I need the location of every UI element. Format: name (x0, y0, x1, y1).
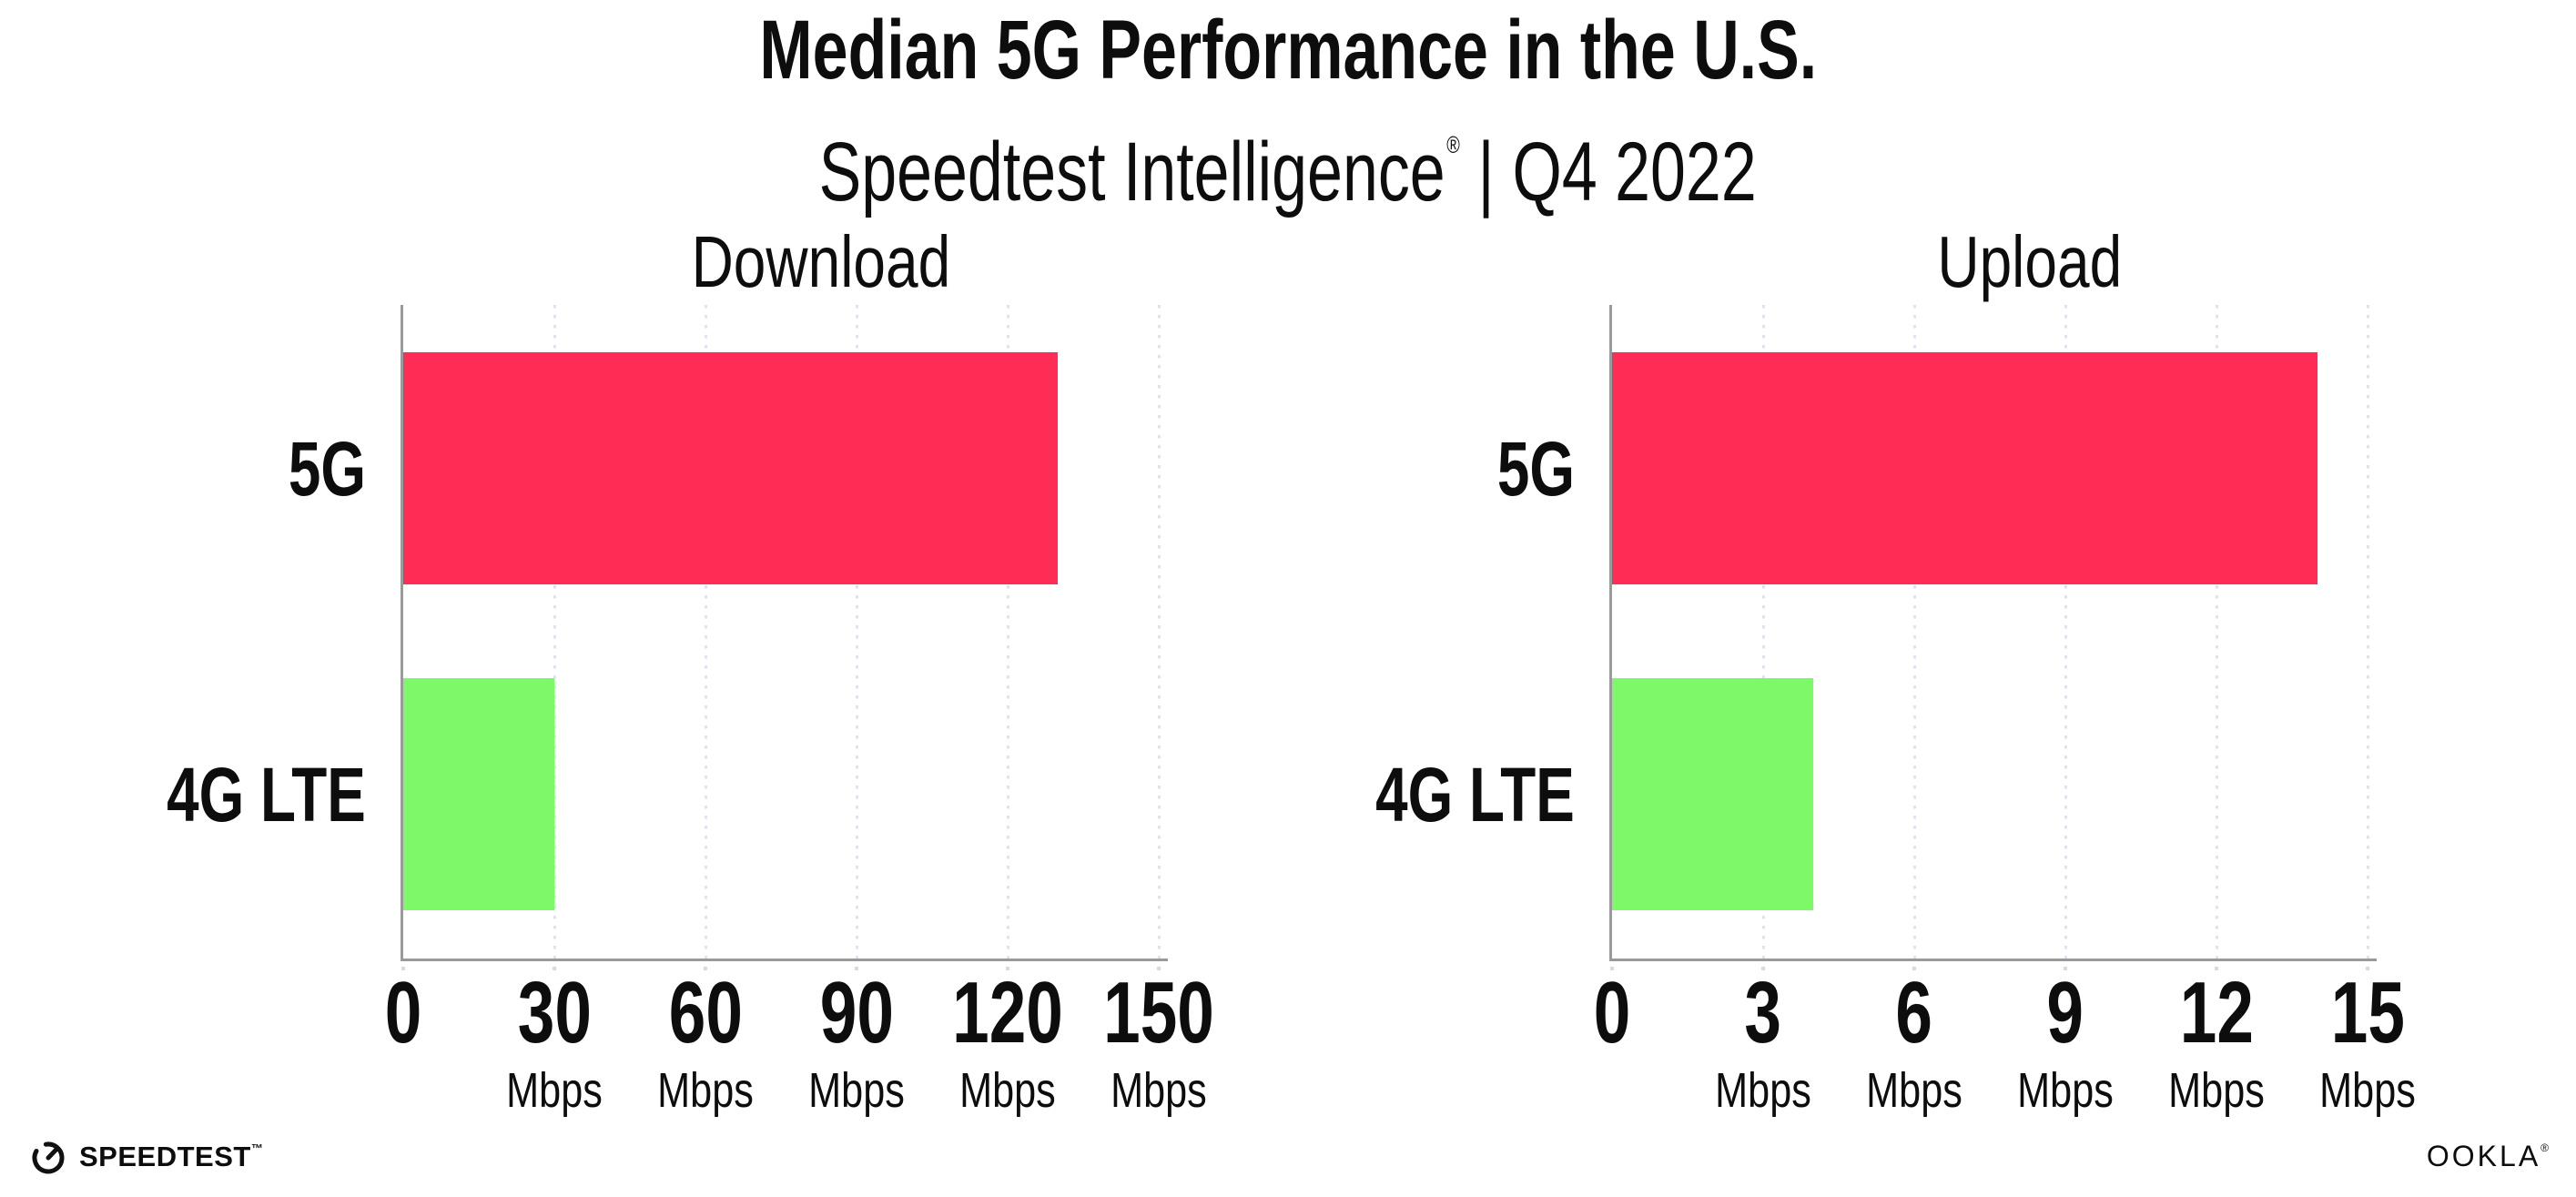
x-tick-label: 12 Mbps (2156, 964, 2277, 1119)
page-title: Median 5G Performance in the U.S. (0, 4, 2576, 96)
category-label-5g: 5G (288, 425, 366, 512)
bar-4g-lte (403, 678, 554, 910)
category-label-4g-lte: 4G LTE (167, 751, 366, 837)
page-subtitle: Speedtest Intelligence® | Q4 2022 (0, 98, 2576, 218)
download-plot-area: 5G 4G LTE (167, 305, 1168, 970)
x-tick-unit: Mbps (506, 1063, 603, 1118)
x-tick-unit: Mbps (959, 1063, 1056, 1118)
gridline (1912, 305, 1916, 959)
x-tick-unit: Mbps (2168, 1063, 2265, 1118)
download-x-axis: 0 30 Mbps 60 Mbps 90 Mbps 120 Mbps 150 Mbps (385, 964, 1214, 1152)
x-tick-label: 60 Mbps (645, 964, 766, 1119)
x-tick-value: 3 (1744, 964, 1782, 1061)
x-tick-value: 0 (384, 964, 422, 1061)
subtitle-brand: Speedtest Intelligence (818, 126, 1446, 218)
gridline (2215, 305, 2218, 959)
bar-4g-lte (1612, 678, 1814, 910)
x-tick-value: 9 (2046, 964, 2084, 1061)
x-tick-label: 6 Mbps (1854, 964, 1974, 1119)
gridline (1157, 305, 1161, 959)
category-label-4g-lte: 4G LTE (1375, 751, 1575, 837)
registered-mark-icon: ® (2541, 1141, 2549, 1154)
gridline (2366, 305, 2369, 959)
x-tick-label: 0 (1587, 964, 1636, 1061)
category-label-5g: 5G (1496, 425, 1575, 512)
x-tick-value: 0 (1593, 964, 1631, 1061)
tick-mark (1157, 967, 1161, 970)
download-chart: Download 5G 4G LTE 0 30 Mbps 60 Mbps 90 Mbps 120… (167, 223, 1214, 1161)
speedtest-wordmark: SPEEDTEST™ (79, 1141, 264, 1172)
gridline (855, 305, 858, 959)
x-tick-value: 120 (952, 964, 1063, 1061)
x-tick-unit: Mbps (2319, 1063, 2416, 1118)
tick-mark (1610, 967, 1614, 970)
x-tick-unit: Mbps (2017, 1063, 2114, 1118)
tick-mark (401, 967, 405, 970)
upload-chart: Upload 5G 4G LTE 0 3 Mbps 6 Mbps 9 Mbps 12 Mbps 15… (1375, 223, 2416, 1161)
chart-title-download: Download (691, 221, 950, 302)
bar-5g (403, 352, 1059, 584)
tick-mark (2215, 967, 2218, 970)
x-tick-label: 90 Mbps (796, 964, 917, 1119)
x-tick-label: 9 Mbps (2005, 964, 2125, 1119)
x-tick-label: 15 Mbps (2307, 964, 2428, 1119)
x-tick-label: 150 Mbps (1086, 964, 1232, 1119)
ookla-logo: OOKLA® (2427, 1140, 2549, 1173)
subtitle-period: Q4 2022 (1512, 126, 1758, 218)
tick-mark (1912, 967, 1916, 970)
gridline (1006, 305, 1009, 959)
trademark-icon: ™ (250, 1141, 264, 1155)
gridline (553, 305, 556, 959)
gridline (1761, 305, 1765, 959)
x-tick-value: 6 (1895, 964, 1933, 1061)
gridline (704, 305, 707, 959)
x-tick-label: 120 Mbps (935, 964, 1080, 1119)
speedtest-logo: SPEEDTEST™ (27, 1136, 263, 1178)
bar-5g (1612, 352, 2317, 584)
tick-mark (855, 967, 858, 970)
x-tick-value: 12 (2179, 964, 2254, 1061)
registered-mark-icon: ® (1446, 131, 1461, 158)
page-title-text: Median 5G Performance in the U.S. (759, 4, 1817, 96)
tick-mark (2366, 967, 2369, 970)
x-tick-value: 60 (668, 964, 743, 1061)
tick-mark (553, 967, 556, 970)
tick-mark (1006, 967, 1009, 970)
x-tick-unit: Mbps (657, 1063, 754, 1118)
chart-title-upload: Upload (1937, 221, 2122, 302)
x-tick-value: 15 (2330, 964, 2405, 1061)
tick-mark (2064, 967, 2067, 970)
speedtest-gauge-icon (32, 1141, 65, 1174)
x-tick-label: 30 Mbps (494, 964, 614, 1119)
x-tick-value: 90 (819, 964, 894, 1061)
x-tick-label: 3 Mbps (1703, 964, 1823, 1119)
subtitle-separator: | (1477, 126, 1496, 218)
gridline (2064, 305, 2067, 959)
ookla-wordmark: OOKLA (2426, 1140, 2541, 1172)
x-tick-value: 150 (1103, 964, 1214, 1061)
upload-x-axis: 0 3 Mbps 6 Mbps 9 Mbps 12 Mbps 15 Mbps (1594, 964, 2416, 1152)
tick-mark (704, 967, 707, 970)
x-tick-unit: Mbps (1111, 1063, 1207, 1118)
x-tick-label: 0 (379, 964, 427, 1061)
x-tick-value: 30 (517, 964, 592, 1061)
x-tick-unit: Mbps (808, 1063, 905, 1118)
x-tick-unit: Mbps (1715, 1063, 1811, 1118)
x-tick-unit: Mbps (1866, 1063, 1962, 1118)
tick-mark (1761, 967, 1765, 970)
upload-plot-area: 5G 4G LTE (1375, 305, 2377, 970)
header: Median 5G Performance in the U.S. Speedt… (0, 4, 2576, 218)
